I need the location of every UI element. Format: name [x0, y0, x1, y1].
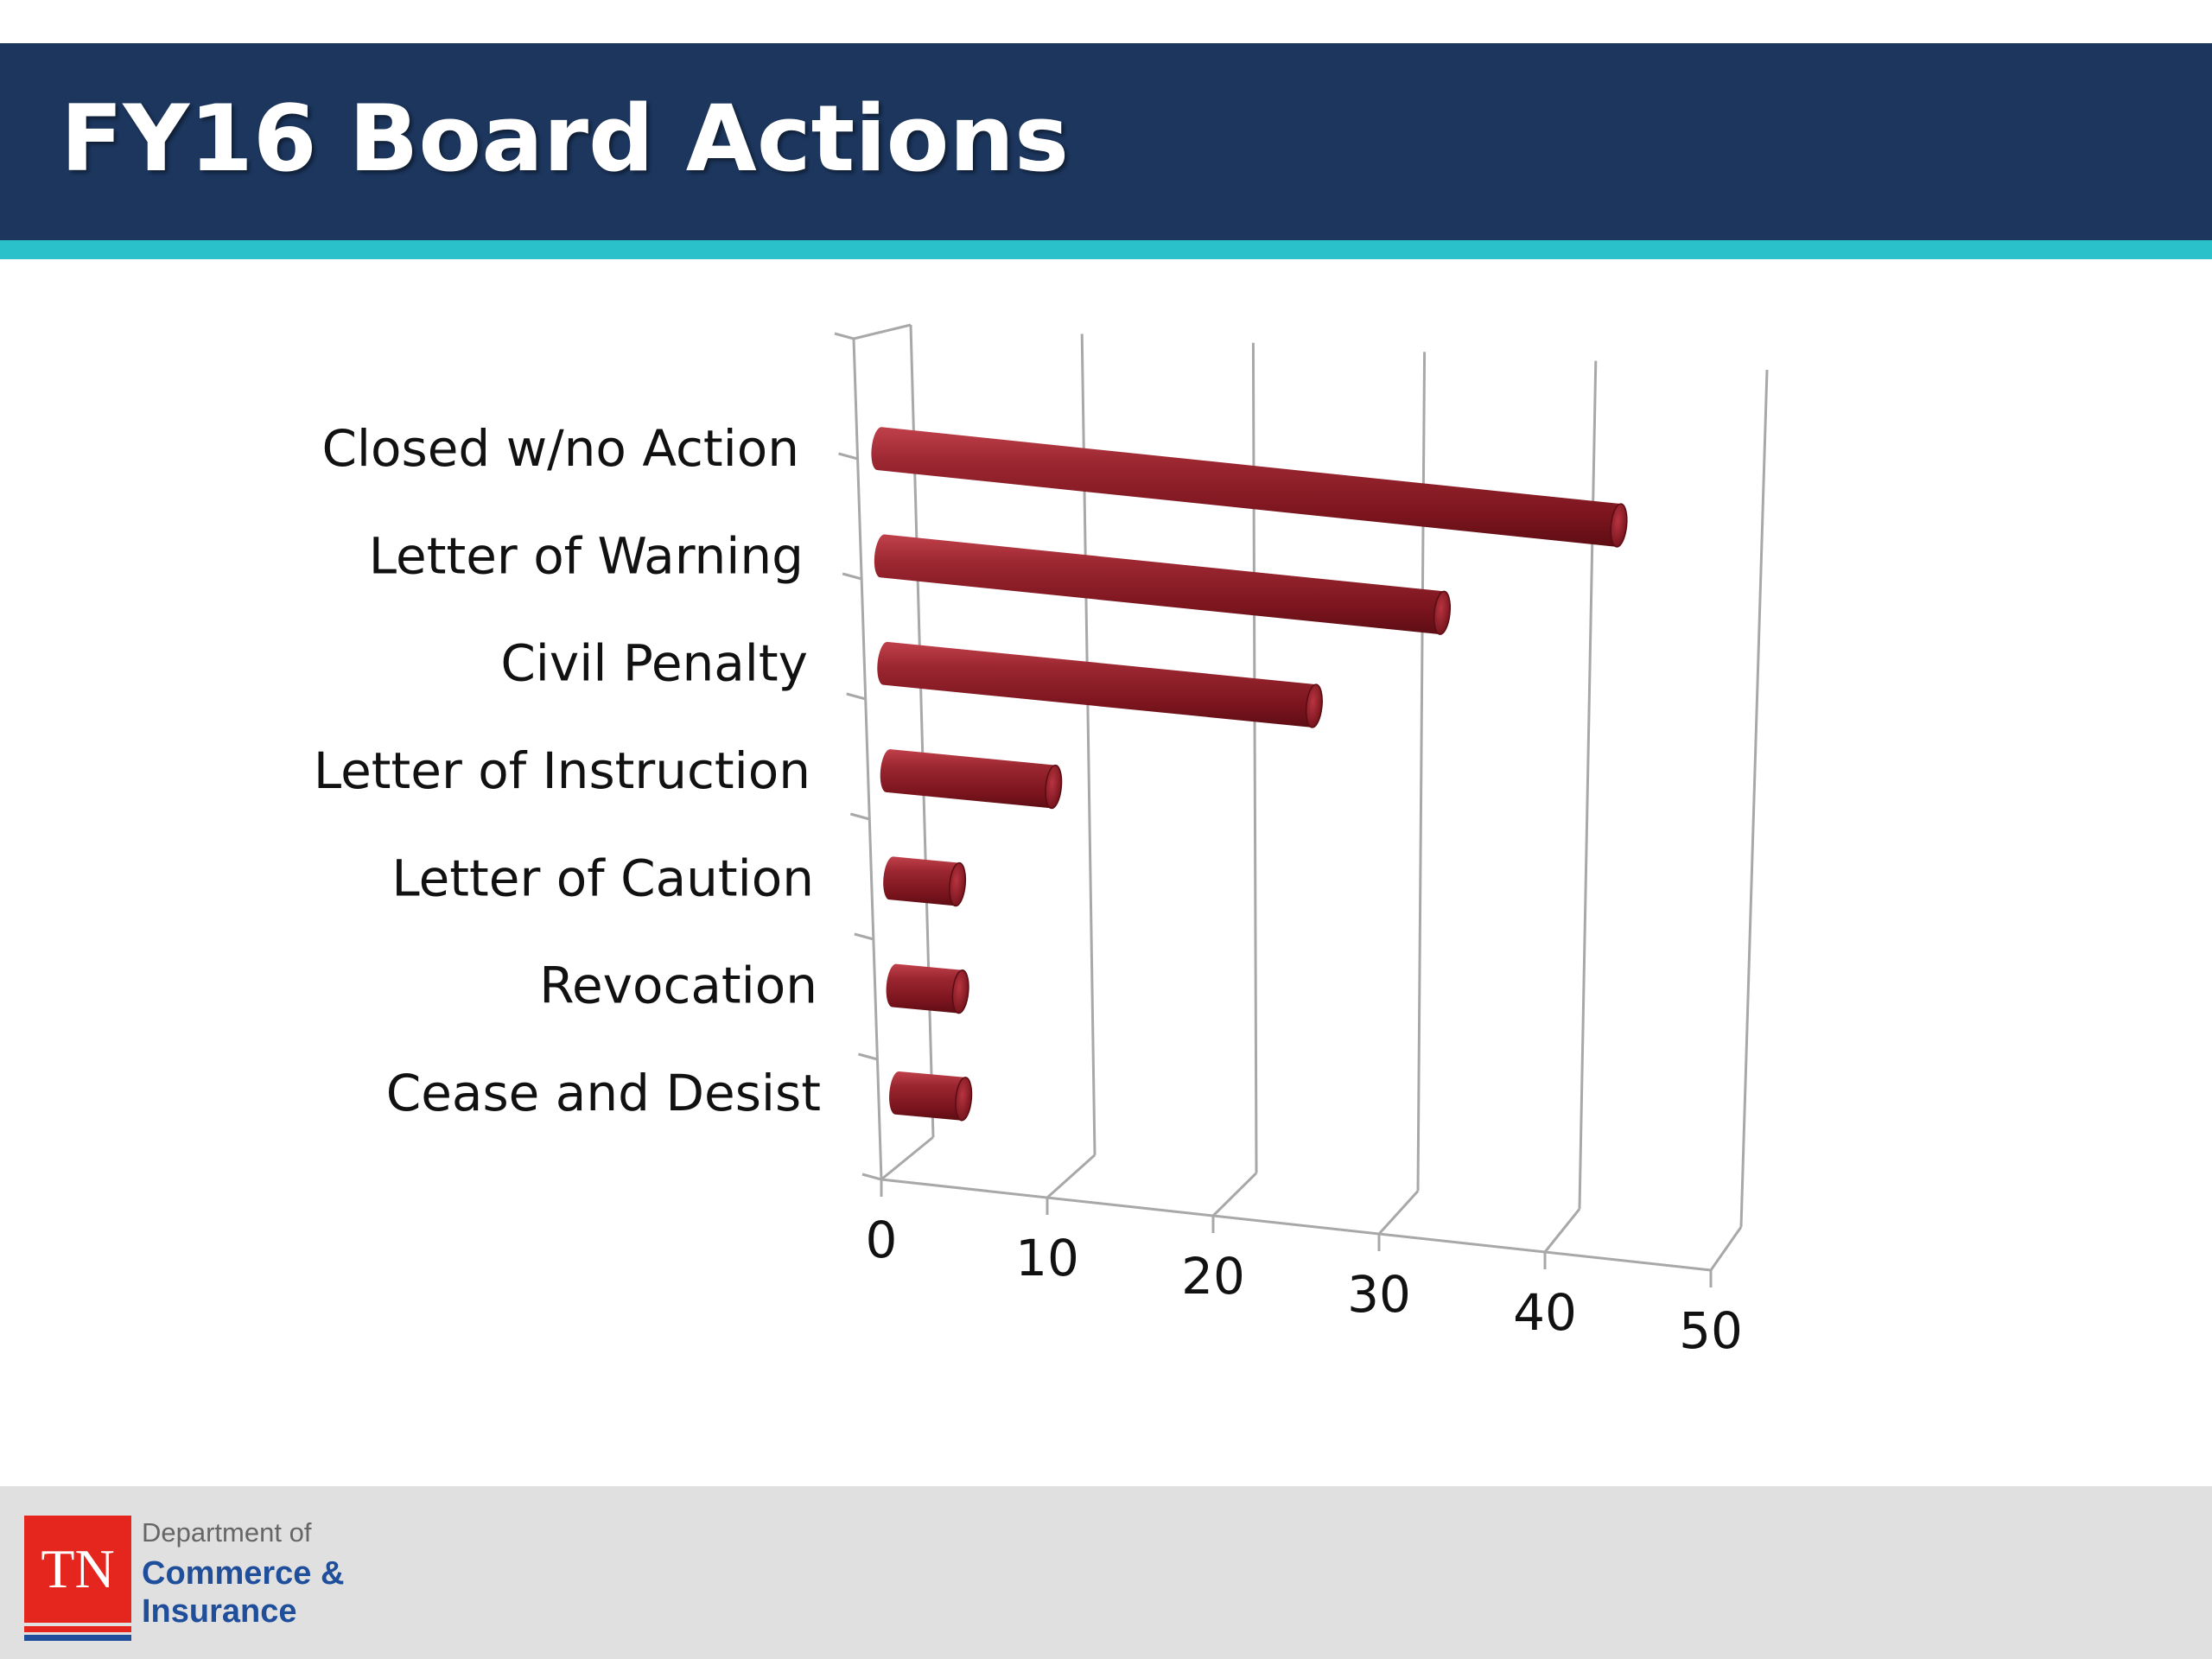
floor-gridline: [1377, 1190, 1420, 1236]
logo-rule-red: [24, 1626, 131, 1632]
bar: [889, 1071, 973, 1122]
category-label: Civil Penalty: [500, 634, 808, 693]
back-gridline: [1578, 360, 1598, 1210]
bar-body: [874, 534, 1451, 635]
floor-gridline: [1709, 1226, 1743, 1271]
x-tick-label: 40: [1513, 1283, 1577, 1342]
category-label: Revocation: [539, 957, 817, 1015]
x-tick-label: 50: [1679, 1301, 1743, 1360]
footer: TN Department of Commerce & Insurance: [0, 1486, 2212, 1659]
x-tick-label: 30: [1347, 1265, 1411, 1324]
bar: [877, 641, 1323, 728]
y-tick-mark: [834, 332, 855, 340]
bar-body: [889, 1071, 972, 1121]
y-tick-mark: [861, 1173, 882, 1181]
title-bar: [0, 43, 2212, 240]
bar-end-cap: [1610, 503, 1628, 548]
bar-body: [871, 427, 1627, 547]
back-gridline: [1416, 352, 1427, 1192]
bar: [874, 534, 1452, 635]
x-tick-label: 10: [1015, 1229, 1079, 1287]
bar-body: [886, 963, 969, 1014]
y-tick-mark: [842, 572, 862, 581]
x-tick-label: 20: [1181, 1247, 1245, 1306]
floor-gridline: [1046, 1154, 1096, 1199]
bar-end-cap: [1305, 683, 1323, 728]
dept-name-line3: Insurance: [142, 1593, 297, 1630]
bar-body: [883, 856, 966, 906]
category-label: Closed w/no Action: [321, 419, 799, 478]
category-label: Letter of Warning: [369, 526, 804, 585]
dept-name-line2: Commerce &: [142, 1555, 345, 1592]
floor-gridline: [1543, 1208, 1581, 1253]
y-tick-mark: [854, 932, 874, 941]
floor-gridline: [1211, 1172, 1258, 1217]
category-label: Letter of Instruction: [314, 741, 810, 800]
logo-rule-blue: [24, 1635, 131, 1641]
floor-gridline: [880, 1135, 934, 1181]
slide-title: FY16 Board Actions: [60, 86, 1070, 192]
x-tick-label: 0: [866, 1211, 898, 1269]
bar: [886, 963, 969, 1014]
accent-bar: [0, 240, 2212, 259]
tn-logo[interactable]: TN Department of Commerce & Insurance: [24, 1516, 353, 1645]
bar-end-cap: [955, 1077, 973, 1122]
dept-name-line1: Department of: [142, 1517, 312, 1548]
bar-body: [877, 641, 1323, 728]
tn-logo-mark: TN: [24, 1516, 131, 1623]
y-tick-mark: [849, 812, 870, 821]
y-tick-mark: [846, 692, 867, 701]
bar-end-cap: [1045, 764, 1063, 810]
bar: [880, 749, 1063, 810]
bar-end-cap: [1433, 590, 1452, 635]
left-wall-front-edge: [852, 338, 883, 1180]
x-axis-line: [880, 1178, 1712, 1272]
category-label: Letter of Caution: [391, 849, 814, 907]
bar: [883, 856, 967, 907]
bar-end-cap: [949, 861, 967, 907]
bar: [871, 427, 1628, 548]
y-tick-mark: [858, 1052, 878, 1061]
y-tick-mark: [838, 452, 858, 461]
back-gridline: [1739, 369, 1769, 1228]
category-label: Cease and Desist: [386, 1064, 821, 1122]
bar-chart: 0 10 20 30 40 50 Closed w/no Action Letter of W…: [314, 323, 1769, 1360]
bar-end-cap: [951, 969, 969, 1014]
bar-body: [880, 749, 1062, 809]
left-wall-top-edge: [853, 323, 912, 340]
